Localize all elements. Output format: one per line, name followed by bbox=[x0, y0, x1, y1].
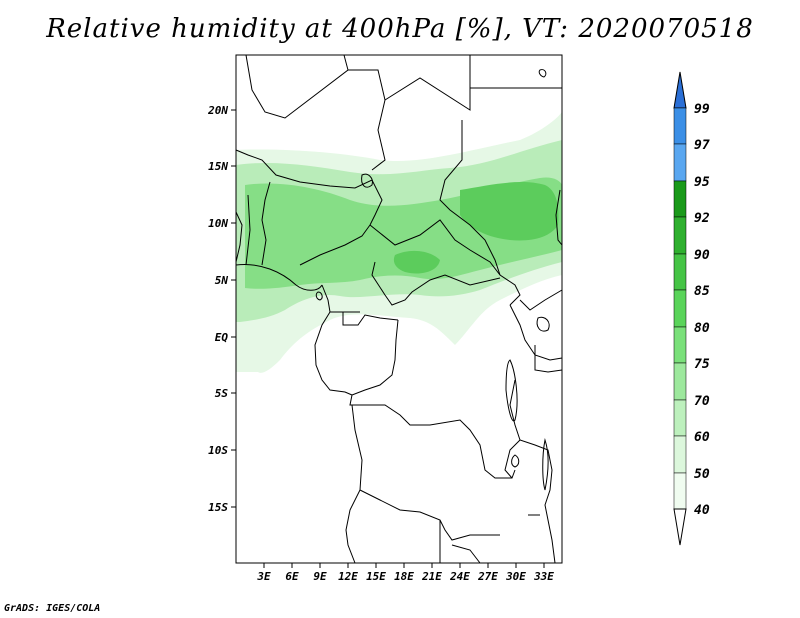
colorbar-cap-top bbox=[673, 71, 687, 109]
colorbar-label: 85 bbox=[694, 284, 710, 299]
colorbar: 99 97 95 92 90 85 80 75 70 60 50 40 bbox=[673, 71, 710, 546]
lon-label: 18E bbox=[394, 570, 414, 583]
colorbar-label: 75 bbox=[694, 357, 710, 372]
lon-label: 9E bbox=[313, 570, 327, 583]
colorbar-segment bbox=[673, 107, 687, 145]
colorbar-label: 70 bbox=[694, 394, 710, 409]
humidity-band-peak bbox=[393, 182, 559, 274]
colorbar-segment bbox=[673, 216, 687, 255]
lat-label: 10S bbox=[208, 444, 228, 457]
colorbar-segment bbox=[673, 143, 687, 182]
map-frame bbox=[235, 54, 563, 564]
colorbar-segment bbox=[673, 472, 687, 510]
colorbar-label: 40 bbox=[694, 503, 710, 518]
lakes bbox=[315, 69, 550, 516]
colorbar-label: 50 bbox=[694, 467, 710, 482]
colorbar-label: 95 bbox=[694, 175, 710, 190]
colorbar-label: 99 bbox=[694, 102, 710, 117]
lon-label: 27E bbox=[477, 570, 498, 583]
latitude-axis: 20N 15N 10N 5N EQ 5S 10S 15S bbox=[207, 104, 236, 514]
lat-label: 10N bbox=[208, 217, 228, 230]
longitude-axis: 3E 6E 9E 12E 15E 18E 21E 24E 27E 30E 33E bbox=[256, 563, 554, 583]
lat-label: 5S bbox=[215, 387, 229, 400]
map-title: Relative humidity at 400hPa [%], VT: 202… bbox=[46, 14, 754, 44]
humidity-field bbox=[236, 112, 562, 373]
lon-label: 24E bbox=[449, 570, 470, 583]
lon-label: 33E bbox=[533, 570, 554, 583]
colorbar-cap-bottom bbox=[673, 508, 687, 546]
lon-label: 12E bbox=[338, 570, 358, 583]
lon-label: 3E bbox=[256, 570, 271, 583]
colorbar-label: 80 bbox=[694, 321, 710, 336]
lon-label: 15E bbox=[366, 570, 386, 583]
colorbar-label: 60 bbox=[694, 430, 710, 445]
country-borders bbox=[235, 54, 563, 564]
lon-label: 6E bbox=[285, 570, 299, 583]
lat-label: EQ bbox=[215, 331, 229, 344]
lat-label: 20N bbox=[207, 104, 228, 117]
lat-label: 15N bbox=[208, 160, 228, 173]
colorbar-segment bbox=[673, 326, 687, 364]
colorbar-segment bbox=[673, 399, 687, 437]
colorbar-segment bbox=[673, 253, 687, 291]
credit-text: GrADS: IGES/COLA bbox=[4, 603, 101, 614]
lon-label: 21E bbox=[421, 570, 442, 583]
colorbar-label: 90 bbox=[694, 248, 710, 263]
colorbar-label: 97 bbox=[694, 138, 710, 153]
colorbar-segment bbox=[673, 435, 687, 474]
lat-label: 15S bbox=[208, 501, 228, 514]
colorbar-segment bbox=[673, 289, 687, 328]
colorbar-segment bbox=[673, 362, 687, 401]
colorbar-label: 92 bbox=[694, 211, 710, 226]
colorbar-segment bbox=[673, 180, 687, 218]
lat-label: 5N bbox=[215, 274, 229, 287]
lon-label: 30E bbox=[505, 570, 526, 583]
